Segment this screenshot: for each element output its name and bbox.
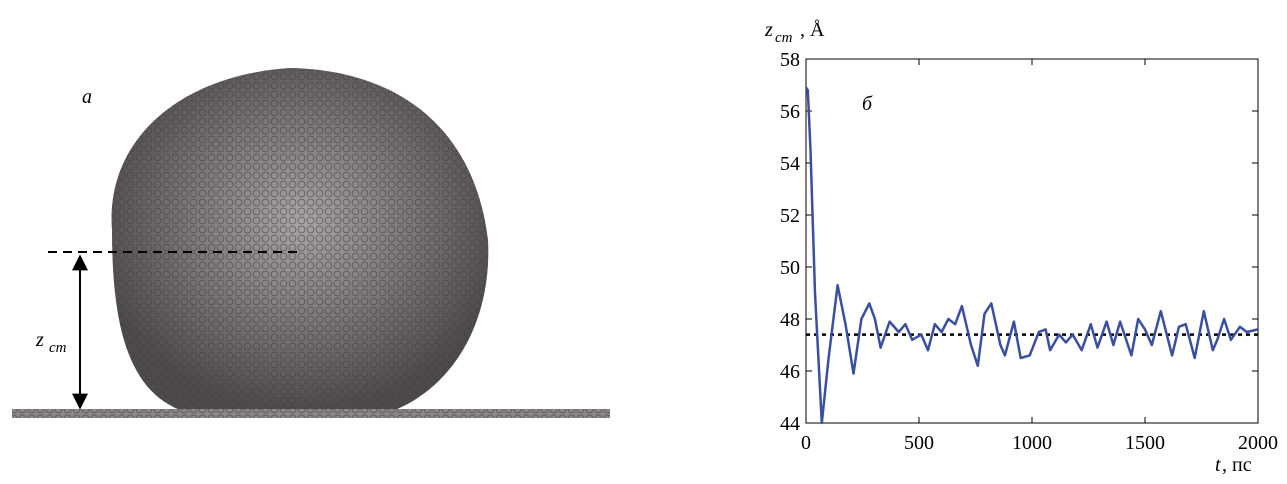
y-tick-label: 46 [780,361,800,383]
y-tick-label: 58 [780,49,800,71]
y-tick-label: 52 [780,205,800,227]
height-label: z [35,329,44,351]
series-line [804,86,1259,425]
y-axis-label: z [764,19,773,41]
panel-label: а [82,86,92,108]
x-tick-label: 2000 [1238,432,1278,454]
height-label-subscript: cm [49,340,67,356]
droplet-image [12,68,610,418]
y-tick-label: 44 [780,413,800,435]
x-tick-label: 1500 [1125,432,1165,454]
x-tick-label: 0 [801,432,811,454]
y-tick-label: 56 [780,101,800,123]
x-axis-label: t [1215,454,1221,476]
x-tick-label: 1000 [1012,432,1052,454]
plot-frame [805,58,1259,424]
panel-label: б [862,93,873,115]
x-tick-label: 500 [904,432,934,454]
y-axis-label-subscript: cm [775,30,793,46]
x-axis-label-unit: , пс [1222,454,1252,476]
y-axis-label-unit: , Å [800,19,825,41]
y-tick-label: 50 [780,257,800,279]
y-tick-label: 48 [780,309,800,331]
y-tick-label: 54 [780,153,800,175]
